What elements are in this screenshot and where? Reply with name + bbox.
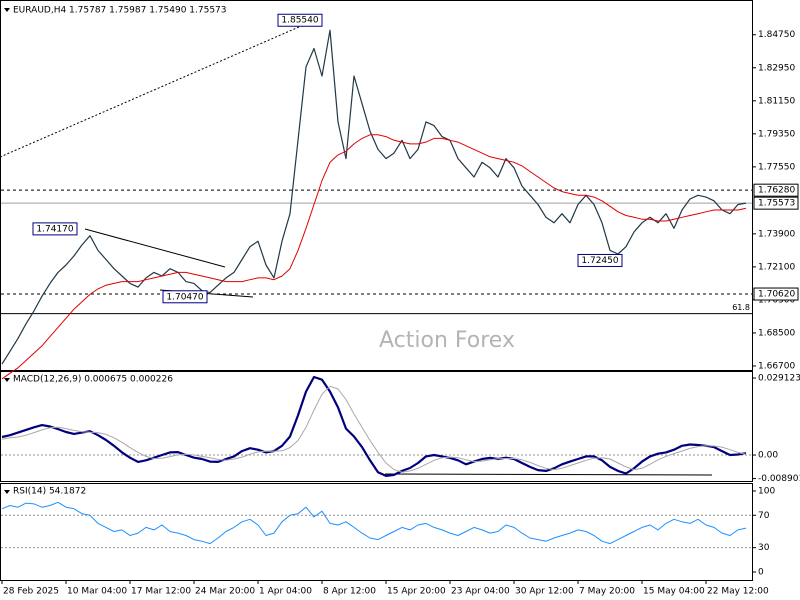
level-box [753,196,799,210]
macd-panel [0,371,753,482]
y-tick-label: 1.84750 [758,30,795,40]
x-tick-label: 7 May 20:00 [579,587,635,597]
trend-line [384,473,713,476]
y-tick-label: 0.029123 [758,374,800,384]
level-box [753,287,799,301]
y-tick-label: 30 [758,543,770,553]
y-tick-label: -0.008901 [758,474,800,484]
x-tick-label: 22 May 12:00 [707,587,769,597]
y-tick-label: 100 [758,486,775,496]
fib-label: 61.8 [732,303,750,312]
annotation-box [162,290,208,304]
y-tick-label: 1.82950 [758,63,795,73]
x-tick-label: 30 Apr 12:00 [515,587,574,597]
x-tick-label: 15 May 04:00 [643,587,705,597]
annotation-box [277,13,323,27]
x-tick-label: 10 Mar 04:00 [67,587,127,597]
x-tick-label: 24 Mar 20:00 [195,587,255,597]
y-tick-label: 1.77550 [758,162,795,172]
menu-arrow [4,378,10,382]
annotation-label: 1.74170 [36,224,73,234]
x-tick-label: 15 Apr 20:00 [387,587,446,597]
x-tick-label: 8 Apr 12:00 [323,587,376,597]
level-box [753,183,799,197]
annotation-box [32,222,78,236]
y-tick-label: 0 [758,567,764,577]
annotation-box [577,253,623,267]
x-tick-label: 17 Mar 12:00 [131,587,191,597]
x-tick-label: 23 Apr 04:00 [451,587,510,597]
y-tick-label: 1.66700 [758,361,795,371]
level-label: 1.76280 [758,186,795,196]
rsi-panel [0,483,753,581]
y-tick-label: 1.68500 [758,328,795,338]
series-line [1,501,747,545]
menu-arrow [4,490,10,494]
panel-title: RSI(14) 54.1872 [13,487,86,497]
annotation-label: 1.70470 [166,292,203,302]
y-tick-label: 1.73900 [758,229,795,239]
x-tick-label: 28 Feb 2025 [3,587,59,597]
trend-line [84,228,226,268]
watermark: Action Forex [379,328,515,353]
main-panel [0,0,753,371]
series-line [1,29,747,365]
x-tick-label: 1 Apr 04:00 [259,587,312,597]
annotation-label: 1.72450 [581,256,618,266]
panel-title: EURAUD,H4 1.75787 1.75987 1.75490 1.7557… [13,6,227,16]
series-line [1,385,747,473]
y-tick-label: 1.81150 [758,96,795,106]
y-tick-label: 1.72100 [758,262,795,272]
panel-title: MACD(12,26,9) 0.000675 0.000226 [13,375,173,385]
y-tick-label: 70 [758,511,770,521]
annotation-label: 1.85540 [281,16,318,26]
trend-line [0,19,316,158]
y-tick-label: 1.79350 [758,129,795,139]
level-label: 1.70620 [758,290,795,300]
series-line [1,375,747,477]
series-line [1,134,747,380]
menu-arrow [4,8,10,12]
y-tick-label: 0.00 [758,451,778,461]
level-label: 1.75573 [758,199,795,209]
